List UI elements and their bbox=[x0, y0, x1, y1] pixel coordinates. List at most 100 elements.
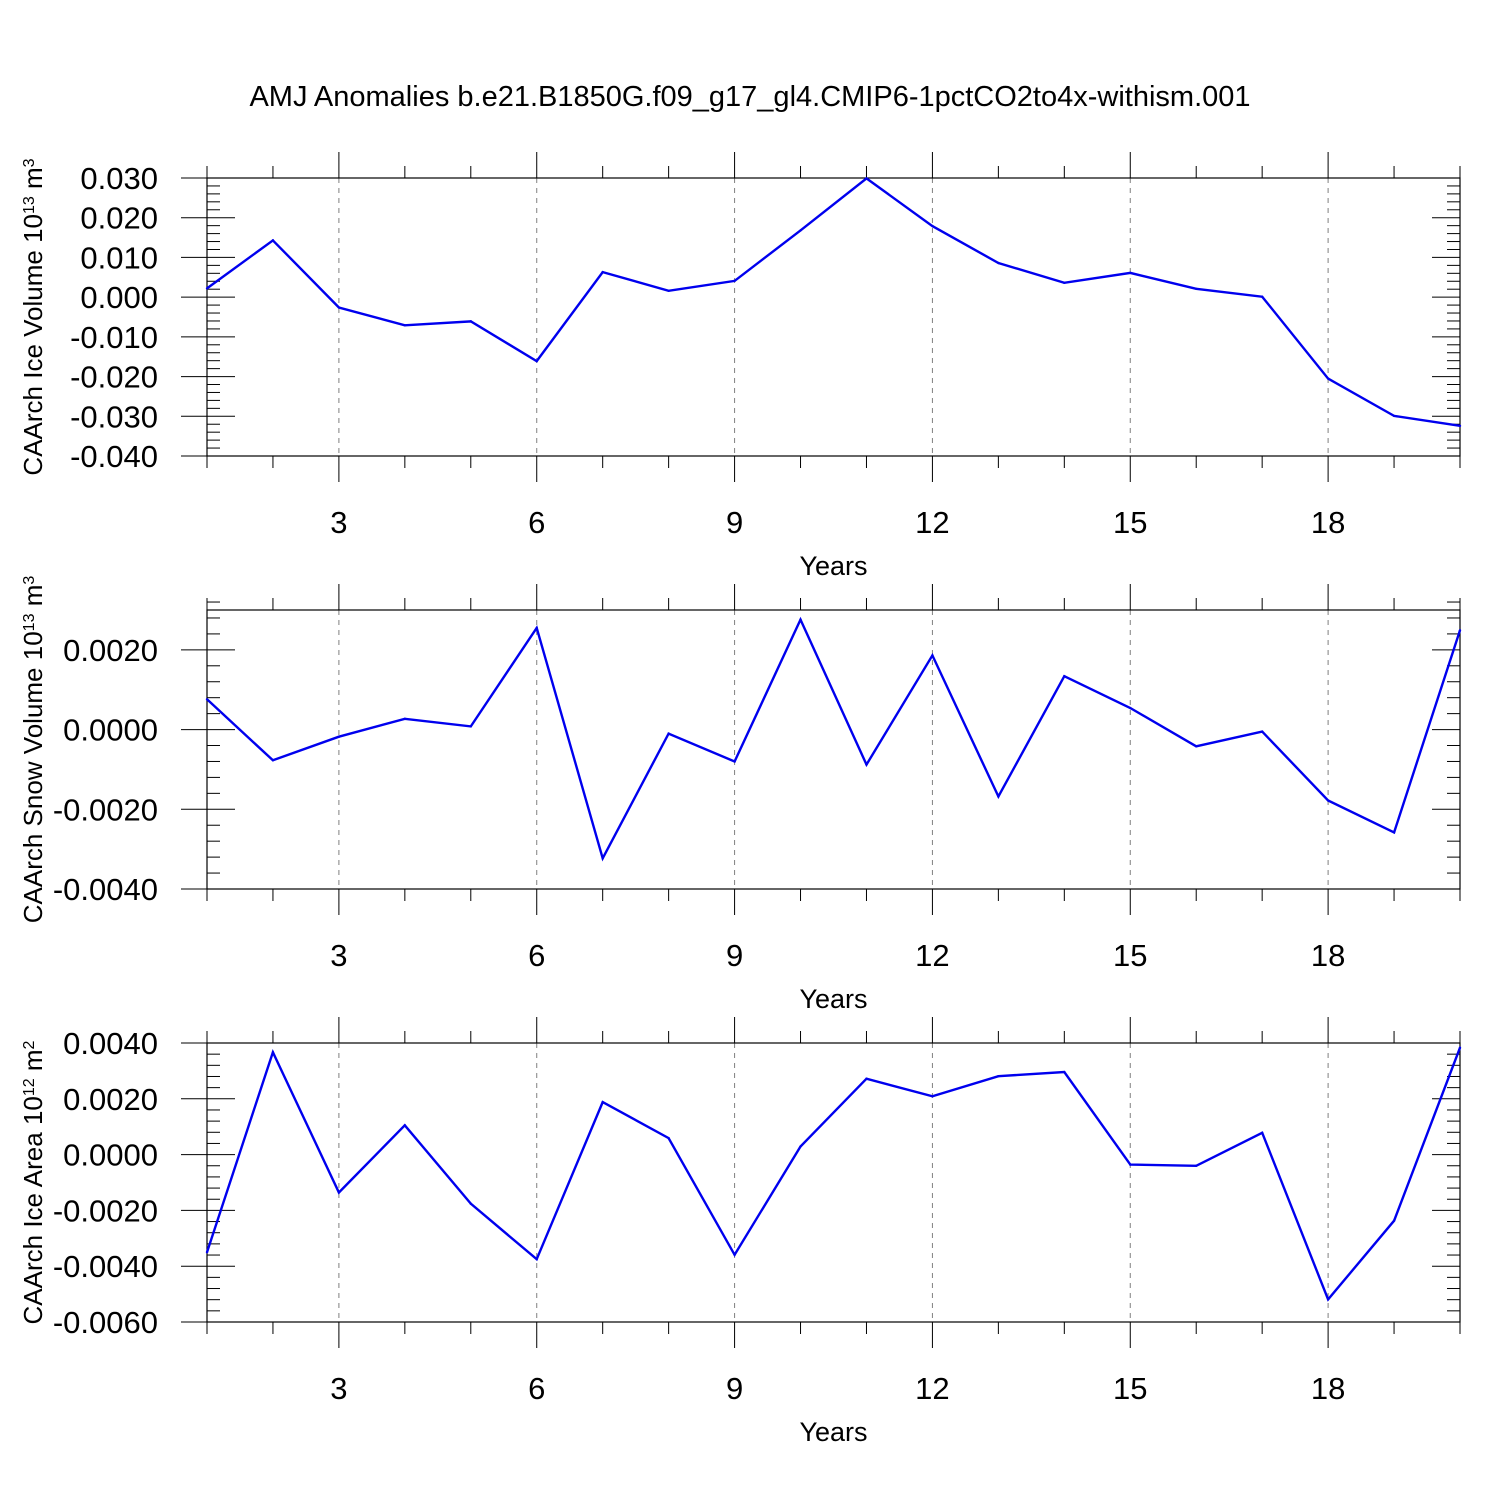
data-point bbox=[535, 1258, 538, 1261]
y-tick-label: 0.0000 bbox=[63, 713, 158, 748]
data-point bbox=[1129, 706, 1132, 710]
data-point bbox=[1458, 1046, 1462, 1049]
plot-frame bbox=[206, 1042, 1461, 1323]
data-point bbox=[931, 1095, 934, 1098]
y-tick-label: 0.030 bbox=[80, 161, 158, 196]
y-tick-label: 0.0040 bbox=[63, 1026, 158, 1061]
y-tick-label: -0.0040 bbox=[53, 1249, 158, 1284]
y-axis-label-superscript: 13 bbox=[21, 196, 38, 214]
data-point bbox=[469, 725, 472, 728]
x-tick-label: 12 bbox=[915, 1371, 949, 1406]
data-point bbox=[733, 760, 736, 763]
y-tick-label: -0.020 bbox=[70, 360, 158, 395]
x-tick-label: 3 bbox=[330, 1371, 347, 1406]
data-point bbox=[865, 763, 868, 766]
x-tick-label: 6 bbox=[528, 1371, 545, 1406]
plot-frame bbox=[206, 177, 1461, 457]
x-tick-label: 9 bbox=[726, 938, 743, 973]
data-point bbox=[205, 1251, 209, 1254]
y-axis-label-text: m bbox=[18, 167, 48, 196]
y-tick-label: 0.000 bbox=[80, 280, 158, 315]
series-line bbox=[205, 1047, 1462, 1302]
panel-3: 3 6 9 12 15 18 Years -0.0060 -0.0040 -0.0020 0.000… bbox=[18, 1017, 1462, 1447]
data-point bbox=[469, 1202, 472, 1205]
data-point bbox=[1260, 295, 1264, 298]
data-point bbox=[1129, 1163, 1132, 1166]
y-axis-label-superscript: 13 bbox=[21, 613, 38, 631]
data-point bbox=[997, 261, 1000, 265]
data-point bbox=[205, 698, 209, 701]
plot-frame bbox=[206, 609, 1461, 890]
y-tick-label: -0.0020 bbox=[53, 1193, 158, 1228]
y-axis-label-text: m bbox=[18, 585, 48, 614]
y-tick-label: -0.0060 bbox=[53, 1305, 158, 1340]
y-tick-label: 0.0000 bbox=[63, 1138, 158, 1173]
data-point bbox=[1063, 281, 1066, 285]
x-tick-label: 15 bbox=[1113, 1371, 1147, 1406]
data-point bbox=[1063, 674, 1066, 678]
x-axis-label: Years bbox=[799, 1417, 867, 1447]
x-tick-label: 3 bbox=[330, 938, 347, 973]
data-point bbox=[535, 359, 538, 363]
data-point bbox=[337, 735, 341, 738]
data-point bbox=[271, 1051, 275, 1054]
x-axis-label: Years bbox=[799, 551, 867, 581]
panel-1: 3 6 9 12 15 18 Years -0.040 -0.030 -0.020 -0.010 0.… bbox=[18, 152, 1462, 581]
x-tick-label: 9 bbox=[726, 1371, 743, 1406]
y-tick-label: -0.030 bbox=[70, 399, 158, 434]
y-tick-label: 0.010 bbox=[80, 240, 158, 275]
data-point bbox=[865, 177, 868, 180]
x-tick-label: 6 bbox=[528, 938, 545, 973]
y-tick-label: -0.0020 bbox=[53, 792, 158, 827]
y-axis-label-superscript: 12 bbox=[21, 1078, 38, 1096]
data-point bbox=[1326, 1298, 1330, 1301]
data-point bbox=[997, 1075, 1000, 1078]
data-point bbox=[667, 1136, 670, 1140]
panel-2: 3 6 9 12 15 18 Years -0.0040 -0.0020 0.0000 0.0020… bbox=[18, 576, 1462, 1014]
data-point bbox=[1326, 799, 1330, 802]
data-point bbox=[931, 224, 934, 228]
x-tick-label: 18 bbox=[1311, 938, 1345, 973]
x-tick-label: 15 bbox=[1113, 505, 1147, 540]
data-point bbox=[271, 239, 275, 242]
data-point bbox=[733, 279, 736, 283]
data-point bbox=[601, 1100, 604, 1104]
x-tick-label: 3 bbox=[330, 505, 347, 540]
data-point bbox=[1260, 1131, 1264, 1135]
data-point bbox=[1195, 287, 1198, 291]
data-point bbox=[799, 618, 802, 621]
data-point bbox=[205, 287, 209, 290]
y-axis-label-text: CAArch Ice Volume 10 bbox=[18, 214, 48, 476]
y-tick-label: 0.0020 bbox=[63, 1082, 158, 1117]
data-point bbox=[1260, 730, 1264, 733]
y-axis-label-text: CAArch Snow Volume 10 bbox=[18, 631, 48, 923]
data-point bbox=[1392, 1219, 1396, 1222]
y-tick-label: 0.0020 bbox=[63, 633, 158, 668]
data-point bbox=[799, 229, 802, 232]
y-axis-label: CAArch Ice Area 1012 m2 bbox=[18, 1040, 48, 1324]
data-point bbox=[1326, 377, 1330, 380]
y-axis-label-superscript: 2 bbox=[21, 1040, 38, 1049]
y-axis-label-superscript: 3 bbox=[21, 576, 38, 585]
data-point bbox=[1195, 1164, 1198, 1167]
data-point bbox=[931, 654, 934, 657]
data-point bbox=[667, 289, 670, 292]
data-point bbox=[1458, 424, 1462, 428]
data-point bbox=[403, 324, 407, 327]
data-point bbox=[1063, 1070, 1066, 1074]
y-axis-label: CAArch Snow Volume 1013 m3 bbox=[18, 576, 48, 924]
y-axis-label: CAArch Ice Volume 1013 m3 bbox=[18, 158, 48, 475]
data-point bbox=[469, 320, 472, 323]
chart-title: AMJ Anomalies b.e21.B1850G.f09_g17_gl4.C… bbox=[249, 81, 1250, 113]
data-point bbox=[733, 1253, 736, 1256]
data-point bbox=[601, 857, 604, 860]
data-point bbox=[667, 732, 670, 735]
x-tick-label: 18 bbox=[1311, 1371, 1345, 1406]
data-point bbox=[1392, 831, 1396, 834]
data-point bbox=[337, 1191, 341, 1194]
data-point bbox=[1195, 745, 1198, 748]
data-point bbox=[337, 306, 341, 309]
data-point bbox=[271, 759, 275, 762]
x-tick-label: 6 bbox=[528, 505, 545, 540]
x-tick-label: 12 bbox=[915, 505, 949, 540]
